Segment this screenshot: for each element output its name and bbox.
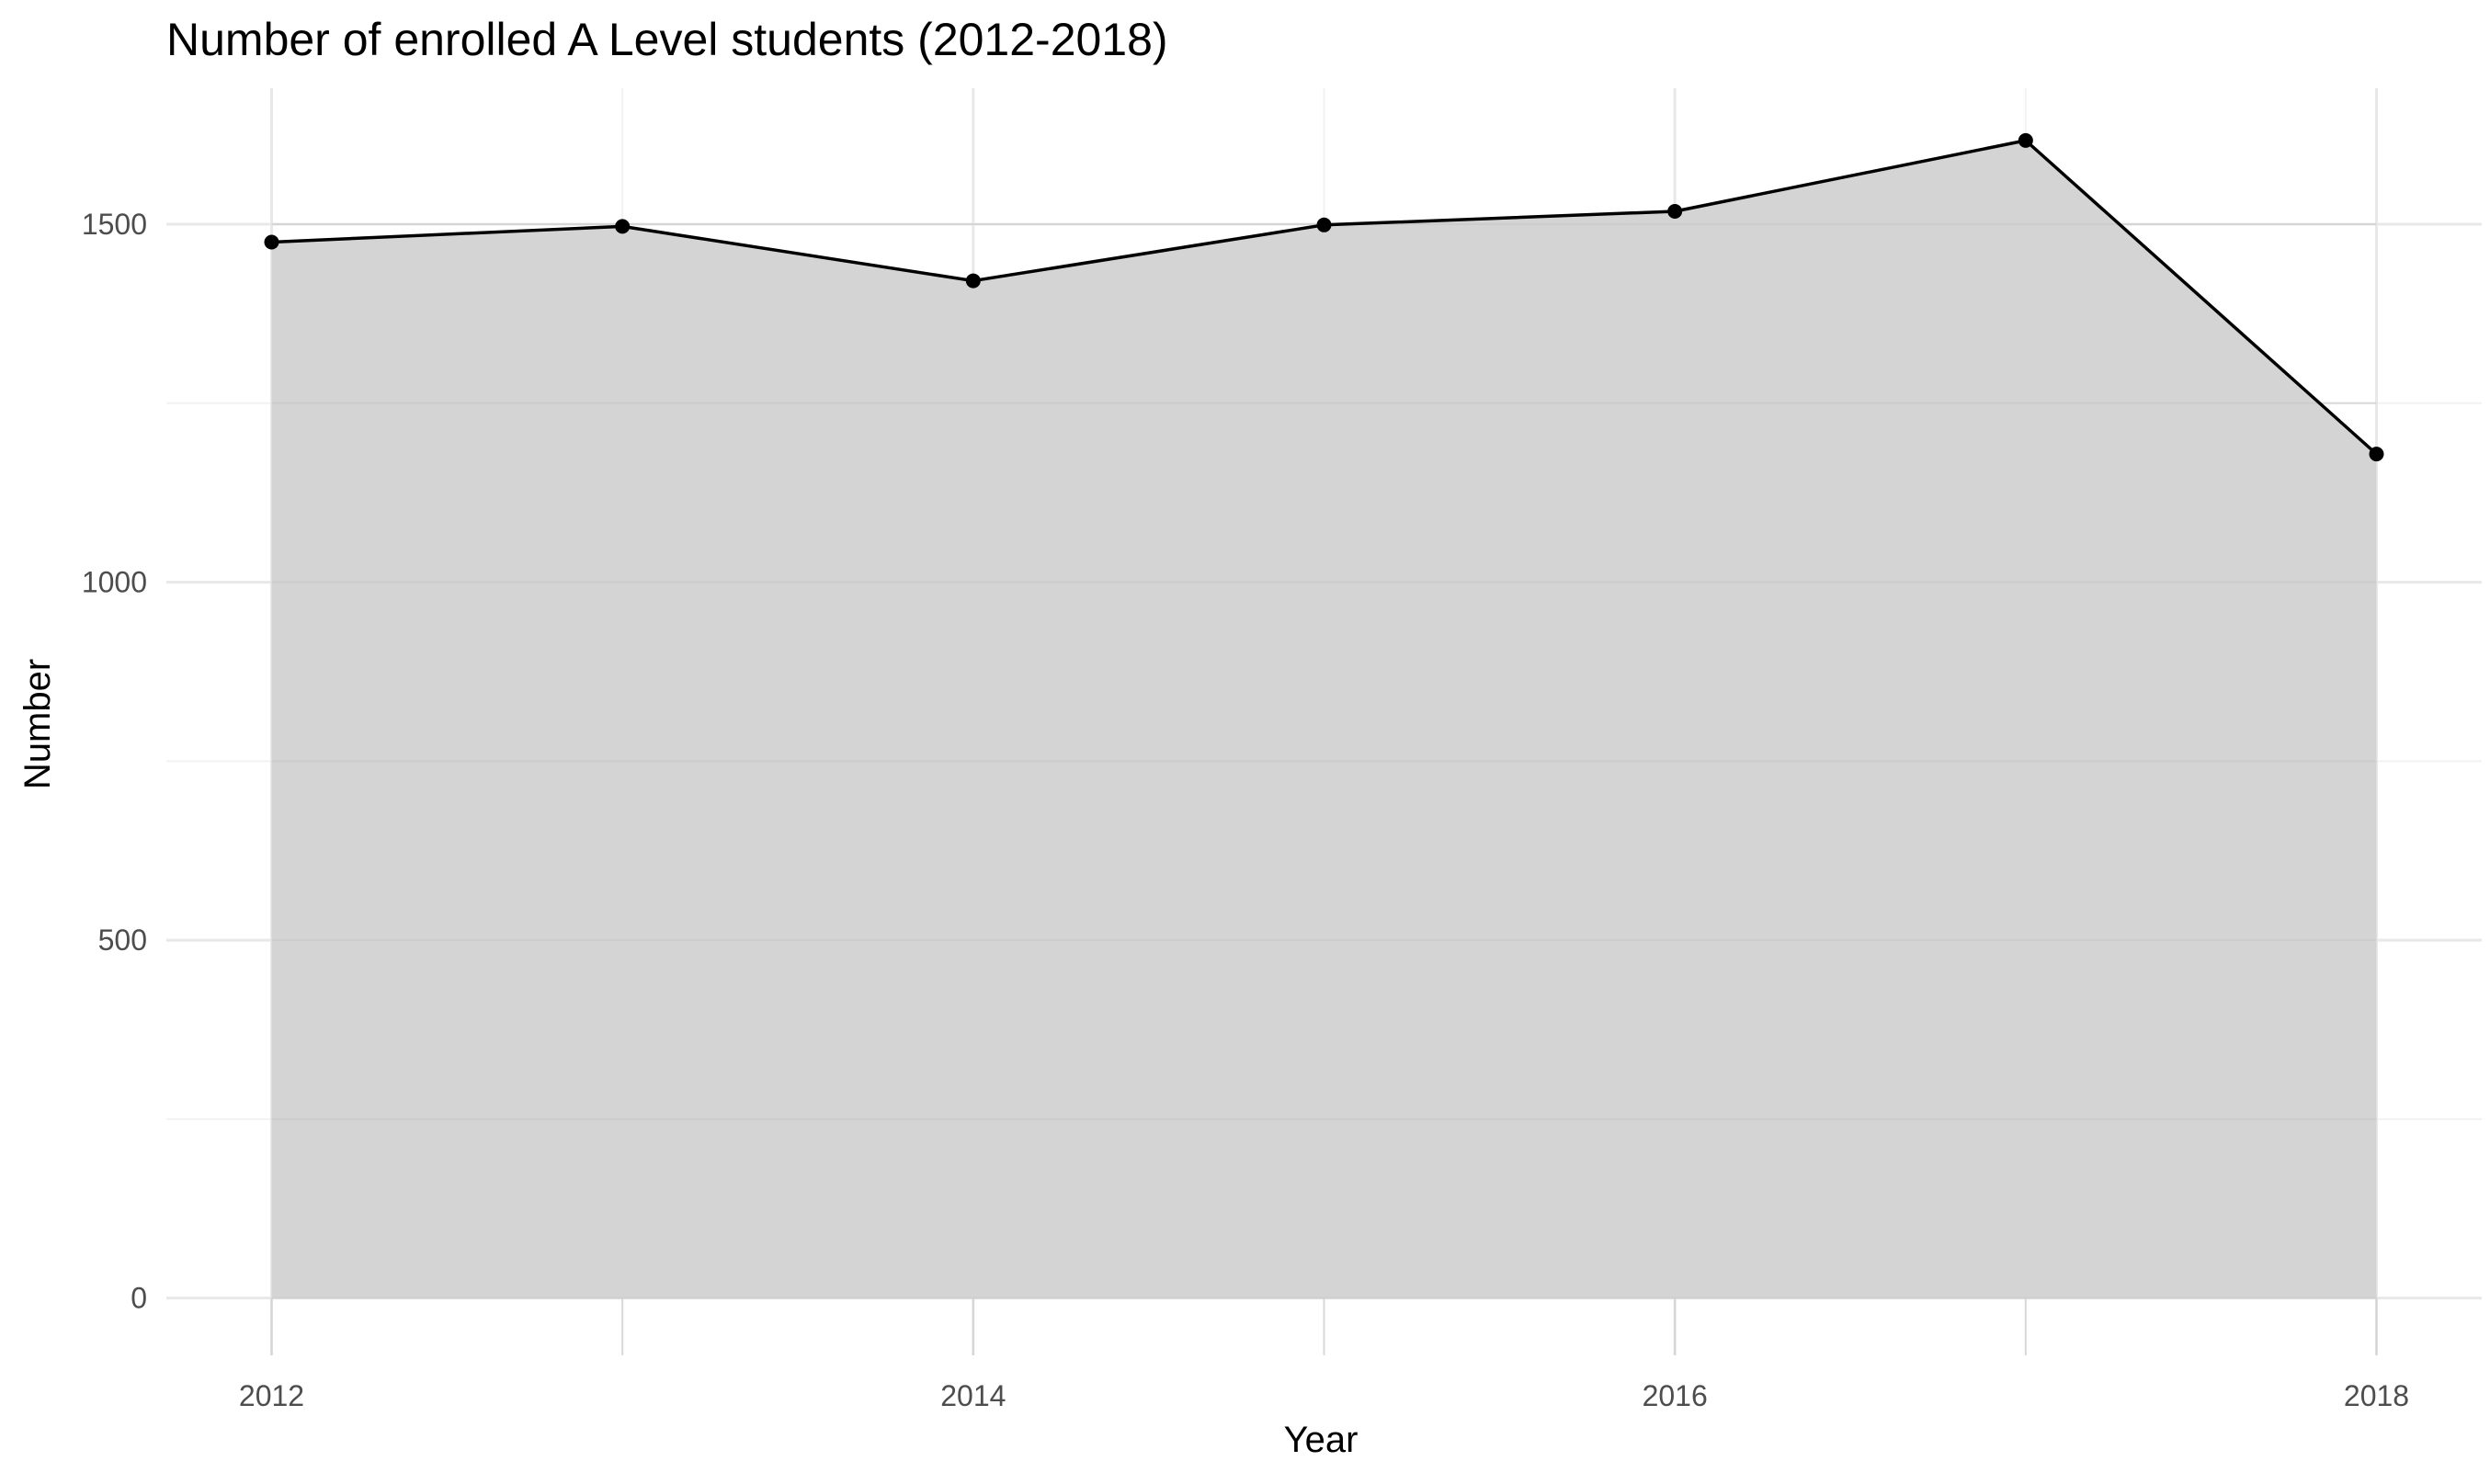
x-tick-label: 2012 [239, 1379, 304, 1412]
data-point [1667, 204, 1683, 220]
data-point [1316, 217, 1332, 232]
area-fill [271, 140, 2377, 1298]
data-point [965, 273, 981, 289]
x-tick-label: 2014 [940, 1379, 1006, 1412]
data-point [615, 219, 631, 234]
y-tick-label: 500 [98, 923, 147, 957]
axis-labels: 0 500 1000 1500 2012 2014 2016 2018 [82, 208, 2409, 1412]
area-layer [271, 140, 2377, 1298]
x-tick-label: 2018 [2344, 1379, 2409, 1412]
data-point [2018, 132, 2033, 148]
y-axis-title: Number [17, 659, 58, 789]
y-tick-label: 1000 [82, 566, 147, 599]
y-tick-label: 1500 [82, 208, 147, 241]
data-points [264, 132, 2384, 462]
data-point [2369, 447, 2384, 462]
chart-title: Number of enrolled A Level students (201… [166, 14, 1168, 65]
x-tick-label: 2016 [1643, 1379, 1708, 1412]
x-axis-title: Year [1284, 1420, 1359, 1460]
y-tick-label: 0 [131, 1282, 147, 1315]
data-point [264, 234, 279, 250]
